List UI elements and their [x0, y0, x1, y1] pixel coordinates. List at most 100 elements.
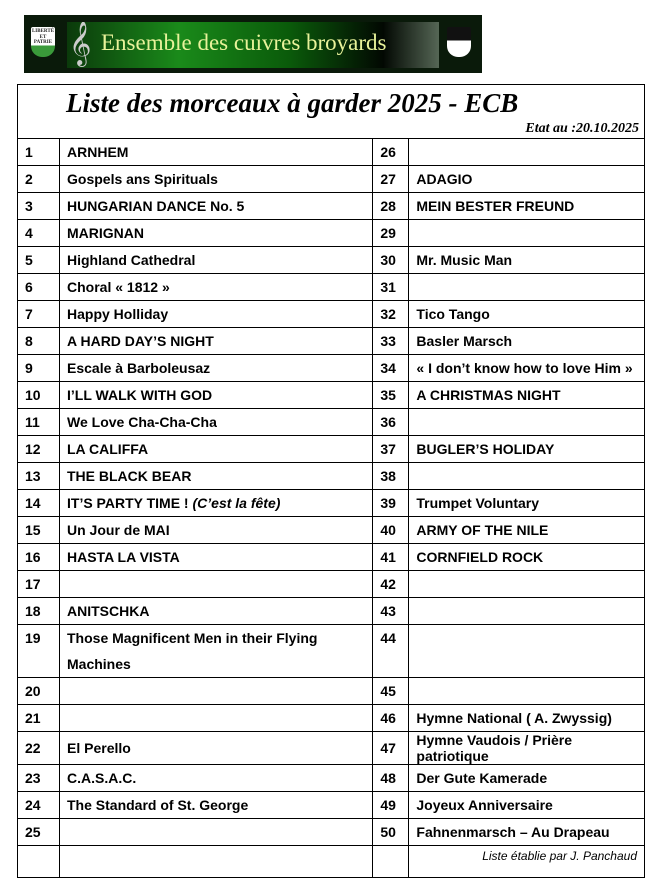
piece-number: 48: [372, 764, 410, 792]
piece-title: CORNFIELD ROCK: [408, 543, 645, 571]
piece-number: 12: [17, 435, 60, 463]
piece-number: 3: [17, 192, 60, 220]
piece-number: 32: [372, 300, 410, 328]
piece-title-text: El Perello: [67, 740, 131, 756]
piece-subtitle: (C’est la fête): [192, 495, 281, 511]
table-row: 16 HASTA LA VISTA 41 CORNFIELD ROCK: [17, 543, 645, 571]
piece-title: Der Gute Kamerade: [408, 764, 645, 792]
table-header: Liste des morceaux à garder 2025 - ECB E…: [17, 84, 645, 139]
piece-title-text: Escale à Barboleusaz: [67, 360, 211, 376]
piece-title-text: LA CALIFFA: [67, 441, 149, 457]
piece-title: ADAGIO: [408, 165, 645, 193]
piece-number: 36: [372, 408, 410, 436]
piece-number: 4: [17, 219, 60, 247]
piece-number: 30: [372, 246, 410, 274]
piece-title: Happy Holliday: [58, 300, 374, 328]
piece-title: Hymne Vaudois / Prière patriotique: [408, 731, 645, 765]
piece-title: Tico Tango: [408, 300, 645, 328]
piece-title: Un Jour de MAI: [58, 516, 374, 544]
table-row: 18 ANITSCHKA 43: [17, 597, 645, 625]
table-row: 21 46 Hymne National ( A. Zwyssig): [17, 704, 645, 732]
piece-title-text: Gospels ans Spirituals: [67, 171, 218, 187]
piece-number: 15: [17, 516, 60, 544]
piece-title: A HARD DAY’S NIGHT: [58, 327, 374, 355]
piece-title: ANITSCHKA: [58, 597, 374, 625]
piece-number: 40: [372, 516, 410, 544]
piece-number: 5: [17, 246, 60, 274]
piece-title-text: ARNHEM: [67, 144, 129, 160]
piece-number: 1: [17, 138, 60, 166]
piece-title-text: Choral « 1812 »: [67, 279, 170, 295]
piece-title: LA CALIFFA: [58, 435, 374, 463]
piece-title: Fahnenmarsch – Au Drapeau: [408, 818, 645, 846]
piece-number: 35: [372, 381, 410, 409]
piece-number: 7: [17, 300, 60, 328]
piece-number: 38: [372, 462, 410, 490]
piece-number: 43: [372, 597, 410, 625]
table-row: 5 Highland Cathedral 30 Mr. Music Man: [17, 246, 645, 274]
piece-number: 46: [372, 704, 410, 732]
table-row: 24 The Standard of St. George 49 Joyeux …: [17, 791, 645, 819]
piece-title-text: The Standard of St. George: [67, 797, 249, 813]
piece-title: [58, 570, 374, 598]
piece-title: C.A.S.A.C.: [58, 764, 374, 792]
treble-clef-icon: 𝄞: [69, 22, 92, 65]
piece-title: [58, 704, 374, 732]
piece-number: 28: [372, 192, 410, 220]
piece-title: Trumpet Voluntary: [408, 489, 645, 517]
piece-number: 41: [372, 543, 410, 571]
piece-title: Gospels ans Spirituals: [58, 165, 374, 193]
piece-title: Joyeux Anniversaire: [408, 791, 645, 819]
piece-title: MEIN BESTER FREUND: [408, 192, 645, 220]
piece-title-text: HASTA LA VISTA: [67, 549, 180, 565]
piece-number: 37: [372, 435, 410, 463]
piece-title-text: ANITSCHKA: [67, 603, 150, 619]
table-row: 9 Escale à Barboleusaz 34 « I don’t know…: [17, 354, 645, 382]
piece-title: [58, 818, 374, 846]
piece-number: 17: [17, 570, 60, 598]
table-row: 22 El Perello 47 Hymne Vaudois / Prière …: [17, 731, 645, 765]
piece-title: [408, 273, 645, 301]
piece-title: Escale à Barboleusaz: [58, 354, 374, 382]
piece-title-text: THE BLACK BEAR: [67, 468, 192, 484]
piece-number: 33: [372, 327, 410, 355]
table-row: 11 We Love Cha-Cha-Cha 36: [17, 408, 645, 436]
piece-title: « I don’t know how to love Him »: [408, 354, 645, 382]
piece-number: 34: [372, 354, 410, 382]
piece-number: 50: [372, 818, 410, 846]
piece-number: 29: [372, 219, 410, 247]
piece-title: THE BLACK BEAR: [58, 462, 374, 490]
banner-text: Ensemble des cuivres broyards: [101, 30, 387, 55]
piece-title: BUGLER’S HOLIDAY: [408, 435, 645, 463]
piece-title-text: Happy Holliday: [67, 306, 169, 322]
piece-number: 22: [17, 731, 60, 765]
piece-title: ARMY OF THE NILE: [408, 516, 645, 544]
piece-title: Highland Cathedral: [58, 246, 374, 274]
author-note: Liste établie par J. Panchaud: [408, 845, 645, 878]
piece-title-text: MARIGNAN: [67, 225, 144, 241]
piece-title: A CHRISTMAS NIGHT: [408, 381, 645, 409]
footer-row: Liste établie par J. Panchaud: [17, 845, 645, 878]
piece-number: 24: [17, 791, 60, 819]
table-row: 2 Gospels ans Spirituals 27 ADAGIO: [17, 165, 645, 193]
banner-logo: LIBERTÉ ET PATRIE 𝄞 Ensemble des cuivres …: [24, 15, 482, 73]
table-row: 6 Choral « 1812 » 31: [17, 273, 645, 301]
empty-cell: [372, 845, 410, 878]
piece-title-text: Highland Cathedral: [67, 252, 196, 268]
piece-title: Choral « 1812 »: [58, 273, 374, 301]
piece-number: 45: [372, 677, 410, 705]
table-row: 10 I’LL WALK WITH GOD 35 A CHRISTMAS NIG…: [17, 381, 645, 409]
piece-number: 44: [372, 624, 410, 678]
piece-number: 25: [17, 818, 60, 846]
piece-number: 49: [372, 791, 410, 819]
vaud-shield-icon: LIBERTÉ ET PATRIE: [31, 27, 55, 57]
piece-number: 16: [17, 543, 60, 571]
piece-number: 27: [372, 165, 410, 193]
piece-title: IT’S PARTY TIME ! (C’est la fête): [58, 489, 374, 517]
piece-title-text: IT’S PARTY TIME !: [67, 495, 193, 511]
table-row: 8 A HARD DAY’S NIGHT 33 Basler Marsch: [17, 327, 645, 355]
piece-title-text: We Love Cha-Cha-Cha: [67, 414, 217, 430]
date-status: Etat au :20.10.2025: [525, 121, 639, 136]
vaud-shield-motto: LIBERTÉ ET PATRIE: [31, 29, 55, 45]
piece-number: 39: [372, 489, 410, 517]
